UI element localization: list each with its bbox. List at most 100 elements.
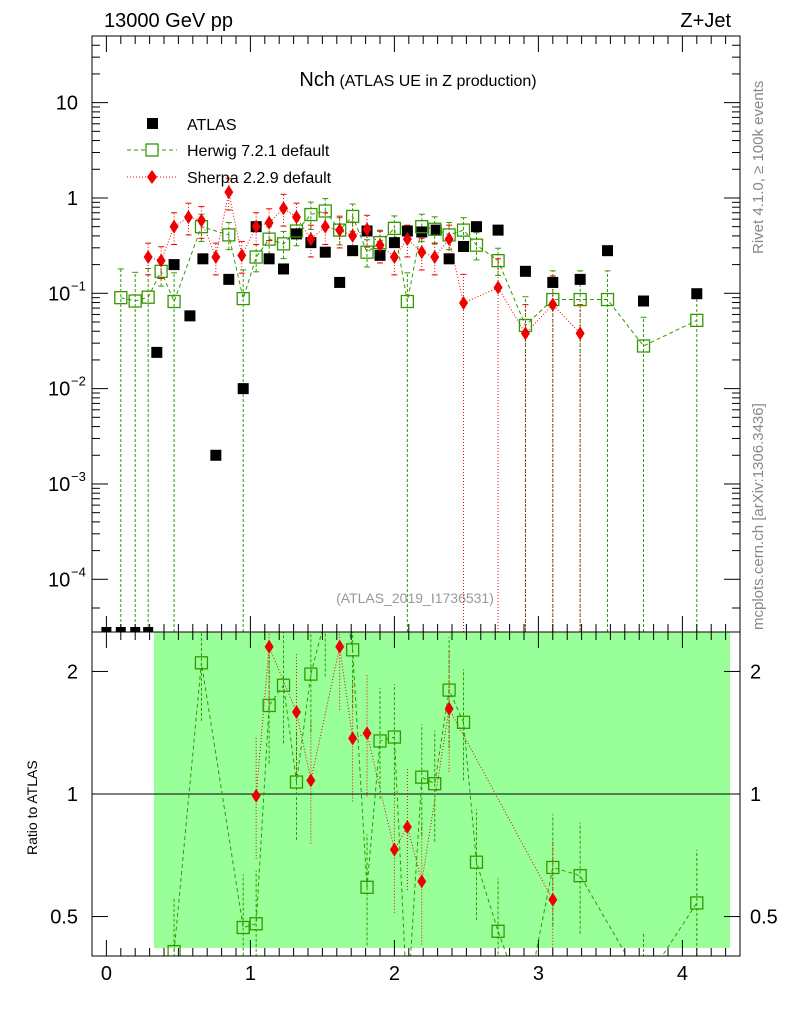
x-axis-ticks: 0 1 2 3 4	[91, 36, 741, 985]
x-tick-label: 0	[101, 963, 112, 985]
y-tick-exponent: −1	[71, 278, 86, 293]
rivet-version-label: Rivet 4.1.0, ≥ 100k events	[750, 81, 767, 254]
sherpa-point	[183, 210, 193, 225]
sherpa-ratio-point	[306, 773, 316, 788]
herwig-point	[387, 221, 402, 236]
herwig-ratio-point	[262, 698, 276, 713]
sherpa-ratio-point	[291, 705, 301, 720]
legend-sherpa-marker	[147, 170, 157, 184]
herwig-point	[469, 238, 484, 252]
sherpa-point	[143, 250, 153, 265]
sherpa-point	[375, 238, 385, 253]
sherpa-ratio-point	[362, 726, 372, 741]
herwig-ratio-point	[194, 656, 209, 670]
atlas-point	[319, 246, 331, 258]
herwig-ratio-point	[428, 777, 442, 791]
legend-label-atlas: ATLAS	[187, 117, 237, 134]
plot-title-main: Nch	[299, 69, 335, 91]
atlas-point	[278, 263, 290, 275]
sherpa-ratio-point	[402, 819, 412, 834]
sherpa-point	[575, 326, 585, 341]
herwig-ratio-point	[334, 567, 346, 579]
y-tick-label: 10	[48, 474, 70, 496]
atlas-point	[519, 265, 531, 277]
atlas-point	[470, 221, 482, 233]
ratio-y-tick-label-right: 1	[750, 784, 761, 806]
herwig-ratio-point	[401, 1001, 413, 1013]
atlas-point	[290, 228, 302, 240]
plot-title-sub: (ATLAS UE in Z production)	[339, 73, 536, 90]
sherpa-point	[520, 326, 530, 341]
ratio-plot-frame	[91, 631, 741, 957]
sherpa-point	[402, 232, 412, 247]
herwig-ratio-point	[373, 734, 387, 748]
sherpa-line	[148, 192, 581, 335]
process-label: Z+Jet	[680, 10, 731, 32]
analysis-watermark: (ATLAS_2019_I1736531)	[336, 590, 494, 606]
herwig-ratio-point	[319, 612, 331, 624]
main-series-layer	[101, 177, 704, 633]
ratio-series-layer	[167, 567, 704, 1013]
atlas-point	[492, 224, 504, 236]
atlas-point	[691, 288, 703, 300]
herwig-point	[222, 228, 236, 242]
x-tick-label: 4	[677, 963, 688, 985]
ratio-y-tick-label: 2	[67, 661, 78, 683]
sherpa-point	[279, 201, 289, 216]
sherpa-ratio-point	[389, 842, 399, 857]
atlas-point	[443, 253, 455, 265]
legend-label-herwig: Herwig 7.2.1 default	[187, 143, 330, 160]
herwig-ratio-point	[236, 920, 250, 935]
ratio-y-axis-ticks: 0.5 0.5 1 1 2 2	[50, 661, 778, 928]
atlas-point	[237, 383, 249, 395]
herwig-ratio-point	[167, 944, 181, 956]
y-tick-label: 1	[67, 188, 78, 210]
herwig-point	[456, 223, 471, 237]
sherpa-point	[237, 248, 247, 263]
atlas-point	[458, 240, 470, 252]
y-tick-exponent: −3	[71, 469, 86, 484]
y-tick-label: 10	[48, 569, 70, 591]
herwig-point	[690, 313, 704, 328]
herwig-ratio-point	[360, 880, 374, 894]
atlas-point	[168, 259, 180, 271]
herwig-point	[128, 294, 142, 308]
sherpa-ratio-point	[251, 788, 261, 803]
ratio-axis-label: Ratio to ATLAS	[24, 760, 40, 855]
ratio-y-tick-label-right: 2	[750, 661, 761, 683]
atlas-point	[547, 276, 559, 288]
atlas-point	[184, 310, 196, 322]
atlas-point	[374, 249, 386, 261]
main-panel: Nch (ATLAS UE in Z production) (ATLAS_20…	[48, 35, 741, 633]
atlas-point	[430, 224, 442, 236]
legend-item-atlas: ATLAS	[147, 117, 237, 134]
herwig-point	[360, 245, 374, 259]
herwig-ratio-point	[387, 730, 402, 744]
herwig-point	[276, 237, 291, 251]
energy-label: 13000 GeV pp	[104, 10, 233, 32]
sherpa-ratio-point	[444, 701, 454, 716]
sherpa-point	[291, 210, 301, 225]
atlas-point	[388, 237, 400, 249]
herwig-ratio-point	[638, 979, 650, 991]
x-tick-label: 3	[533, 963, 544, 985]
herwig-point	[400, 294, 415, 309]
herwig-point	[262, 232, 276, 246]
herwig-point	[428, 222, 442, 236]
sherpa-point	[320, 219, 330, 234]
herwig-point	[600, 292, 615, 307]
herwig-ratio-point	[456, 715, 471, 729]
herwig-ratio-point	[249, 917, 263, 931]
herwig-ratio-point	[345, 643, 360, 657]
legend-item-herwig: Herwig 7.2.1 default	[127, 143, 330, 160]
atlas-point	[574, 273, 586, 285]
sherpa-point	[444, 232, 454, 247]
sherpa-ratio-point	[417, 874, 427, 889]
ratio-y-tick-label: 0.5	[50, 907, 78, 929]
herwig-point	[114, 291, 128, 305]
legend-item-sherpa: Sherpa 2.2.9 default	[127, 170, 332, 187]
ratio-y-tick-label: 1	[67, 784, 78, 806]
atlas-point	[347, 245, 359, 257]
herwig-ratio-point	[469, 855, 484, 869]
